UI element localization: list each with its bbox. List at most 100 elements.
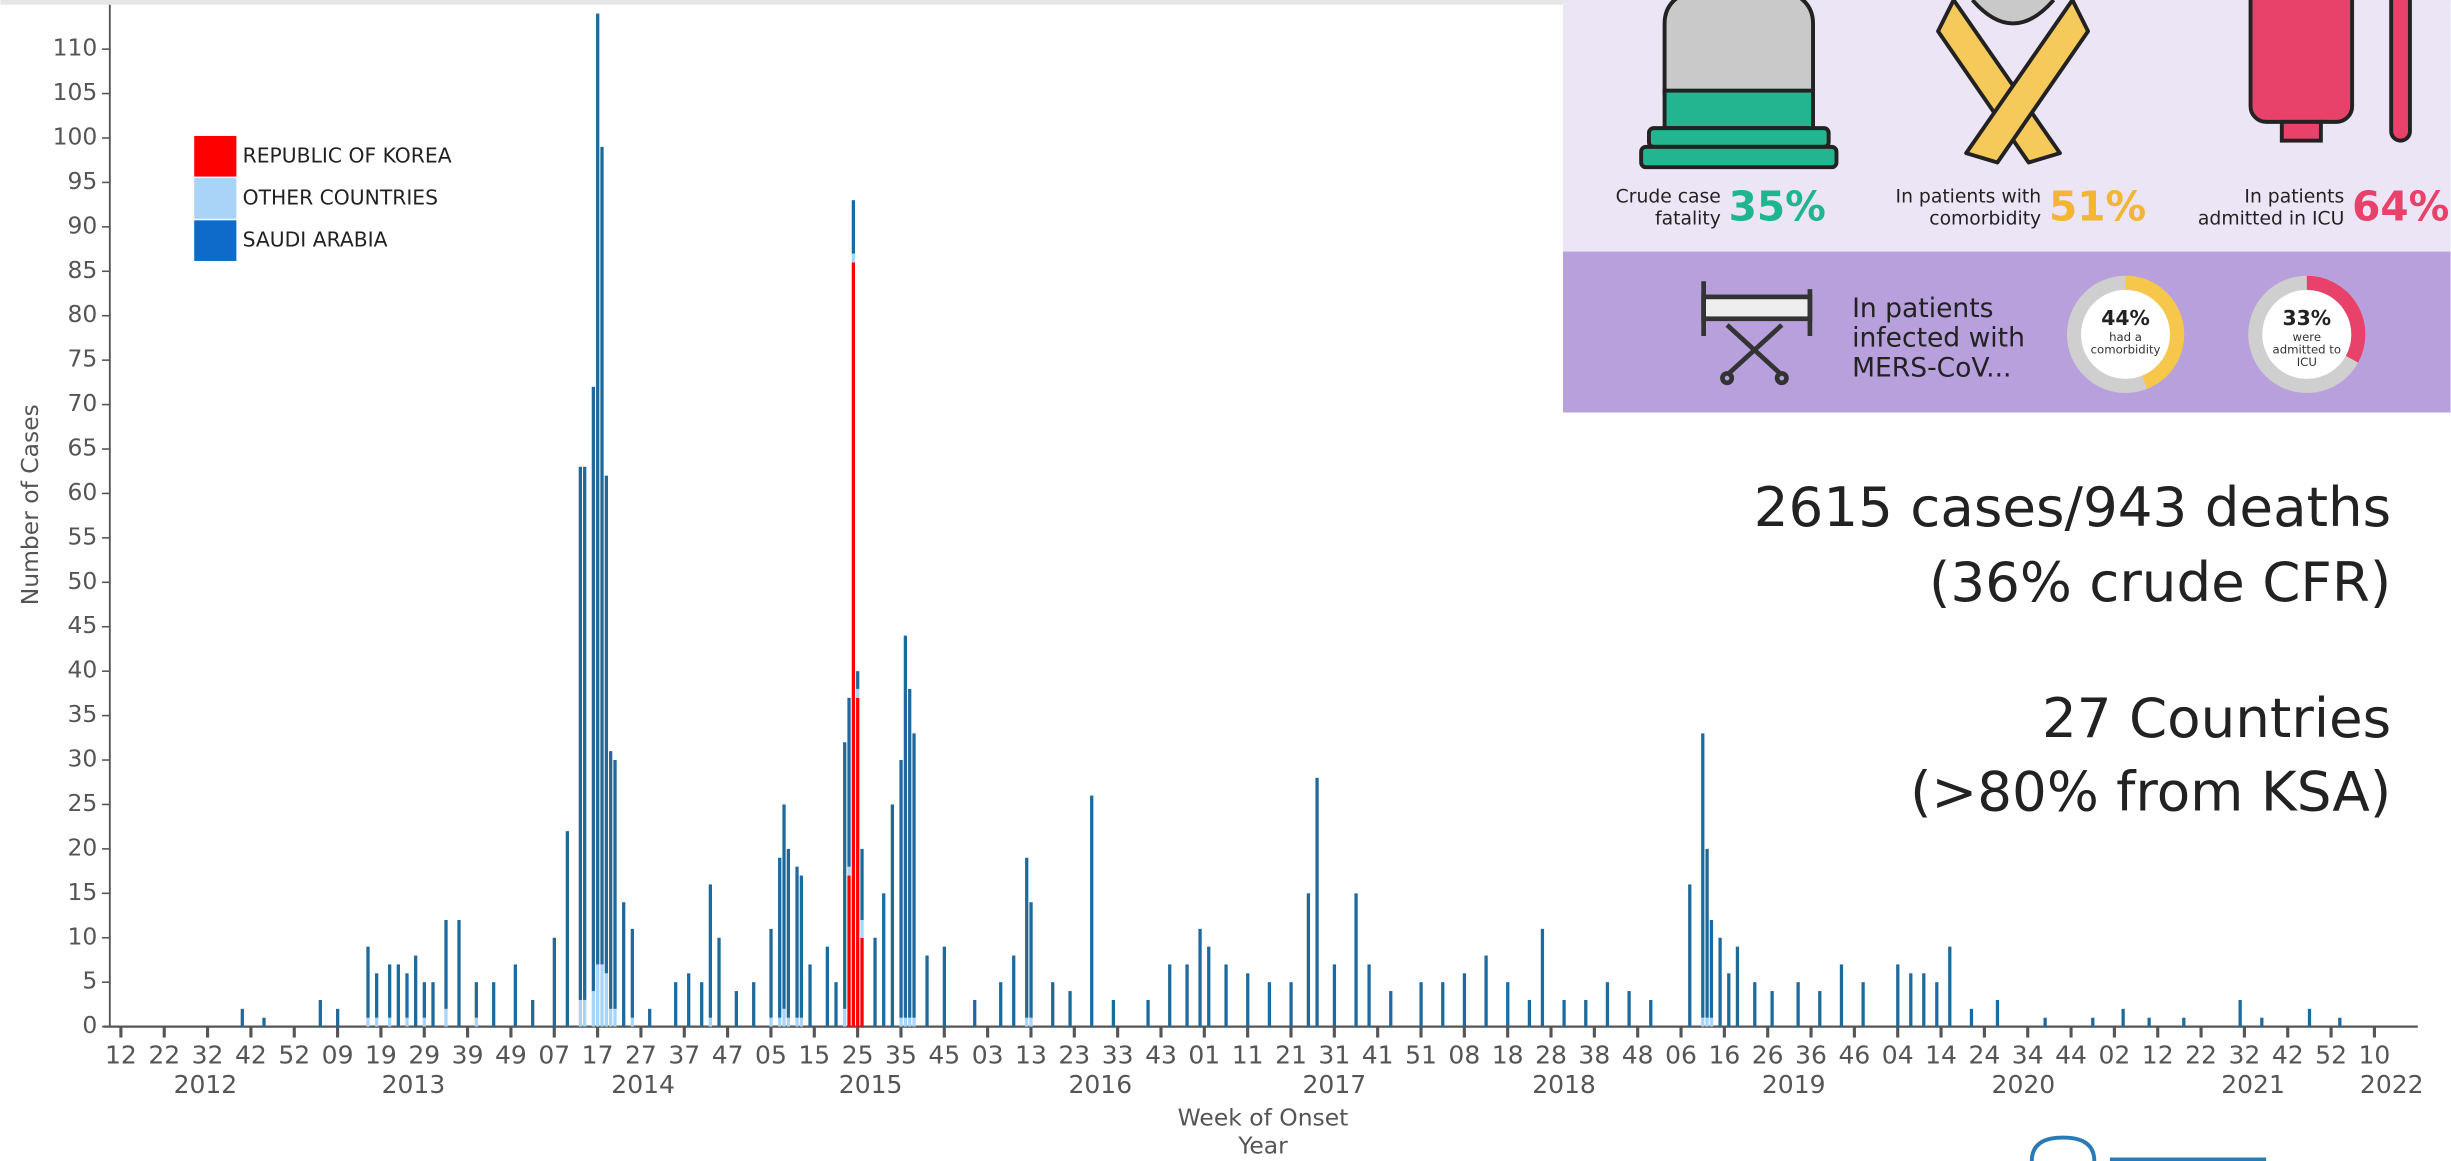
bar-segment — [388, 964, 392, 1018]
bar-segment — [778, 857, 782, 1018]
x-tick-label: 44 — [2055, 1040, 2087, 1069]
summary-text: (36% crude CFR) — [1929, 550, 2391, 614]
bar-segment — [2043, 1017, 2047, 1027]
bar-segment — [799, 1017, 804, 1027]
stat-caption: In patients — [2244, 186, 2344, 207]
bar-segment — [890, 804, 895, 1027]
bar-segment — [899, 760, 903, 1018]
bar-segment — [600, 146, 604, 965]
bar-segment — [2338, 1017, 2342, 1027]
bar-segment — [847, 697, 851, 867]
x-tick-label: 42 — [2272, 1040, 2304, 1069]
bar-segment — [583, 466, 587, 1000]
x-tick-label: 09 — [322, 1040, 354, 1069]
x-tick-label: 03 — [972, 1040, 1004, 1069]
bell-jar-icon — [1639, 0, 1839, 170]
x-tick-label: 13 — [1015, 1040, 1047, 1069]
bar-segment — [1627, 991, 1631, 1027]
bar-segment — [414, 955, 418, 1027]
year-label: 2020 — [1992, 1070, 2056, 1099]
bar-segment — [856, 697, 860, 1027]
bar-segment — [2238, 999, 2242, 1027]
bed-icon — [1701, 281, 1813, 386]
bar-segment — [474, 1017, 478, 1027]
x-tick-label: 39 — [452, 1040, 484, 1069]
bar-segment — [492, 982, 496, 1027]
summary-text: 27 Countries — [2042, 686, 2391, 750]
year-label: 2021 — [2221, 1070, 2285, 1099]
bar-segment — [1753, 982, 1757, 1027]
x-tick-label: 32 — [192, 1040, 224, 1069]
bar-segment — [1025, 1017, 1029, 1027]
bar-segment — [405, 973, 409, 1018]
bar-segment — [2147, 1017, 2151, 1027]
y-tick-label: 55 — [68, 522, 98, 550]
summary-line: In patients — [1852, 293, 1993, 324]
x-tick-label: 02 — [2098, 1040, 2130, 1069]
bar-segment — [903, 1017, 908, 1027]
bar-segment — [843, 1008, 847, 1027]
y-tick-label: 75 — [68, 345, 98, 373]
bar-segment — [1818, 991, 1822, 1027]
bar-segment — [769, 928, 773, 1018]
bar-segment — [912, 733, 916, 1018]
bar-segment — [2307, 1008, 2312, 1027]
x-tick-label: 42 — [235, 1040, 267, 1069]
x-tick-label: 04 — [1882, 1040, 1914, 1069]
x-tick-label: 31 — [1318, 1040, 1350, 1069]
donut-label: 44% — [2101, 306, 2150, 330]
x-tick-label: 41 — [1362, 1040, 1394, 1069]
bar-segment — [565, 831, 569, 1027]
bar-segment — [1727, 973, 1731, 1027]
y-tick-label: 40 — [68, 656, 98, 684]
year-label: 2017 — [1303, 1070, 1367, 1099]
bar-segment — [700, 982, 704, 1027]
stat-caption: In patients with — [1896, 186, 2042, 207]
x-tick-label: 15 — [798, 1040, 830, 1069]
bar-segment — [1969, 1008, 1974, 1027]
x-tick-label: 21 — [1275, 1040, 1307, 1069]
bar-segment — [1688, 884, 1692, 1027]
bar-segment — [1701, 733, 1705, 1018]
bar-segment — [912, 1017, 916, 1027]
y-axis-title: Number of Cases — [16, 404, 44, 605]
bar-segment — [1441, 982, 1445, 1027]
bar-segment — [1111, 999, 1116, 1027]
bar-segment — [1332, 964, 1337, 1027]
bar-segment — [262, 1017, 266, 1027]
bar-segment — [591, 386, 595, 992]
y-tick-label: 30 — [68, 745, 98, 773]
bar-segment — [795, 866, 799, 1018]
bar-segment — [388, 1017, 392, 1027]
bar-segment — [1068, 991, 1072, 1027]
bar-segment — [1562, 999, 1566, 1027]
bar-segment — [578, 466, 582, 1000]
y-tick-label: 95 — [68, 167, 98, 195]
bar-segment — [2091, 1017, 2095, 1027]
donut-caption: ICU — [2297, 355, 2317, 369]
y-tick-label: 80 — [68, 300, 98, 328]
bar-segment — [1090, 795, 1094, 1027]
y-tick-label: 100 — [53, 122, 98, 150]
x-tick-label: 18 — [1492, 1040, 1524, 1069]
bar-segment — [708, 1017, 712, 1027]
bar-segment — [942, 946, 947, 1027]
bar-segment — [882, 893, 886, 1027]
bar-segment — [1718, 937, 1722, 1027]
x-tick-label: 05 — [755, 1040, 787, 1069]
bar-segment — [513, 964, 517, 1027]
bar-segment — [431, 982, 435, 1027]
bar-segment — [769, 1017, 773, 1027]
y-tick-label: 60 — [68, 478, 98, 506]
bar-segment — [444, 1008, 448, 1027]
x-tick-label: 26 — [1752, 1040, 1784, 1069]
summary-line: MERS-CoV... — [1852, 352, 2011, 383]
bar-segment — [782, 804, 786, 1009]
bar-segment — [1354, 893, 1358, 1027]
bar-segment — [366, 1017, 370, 1027]
bar-segment — [795, 1017, 799, 1027]
bar-segment — [1705, 848, 1709, 1018]
bar-segment — [1861, 982, 1865, 1027]
